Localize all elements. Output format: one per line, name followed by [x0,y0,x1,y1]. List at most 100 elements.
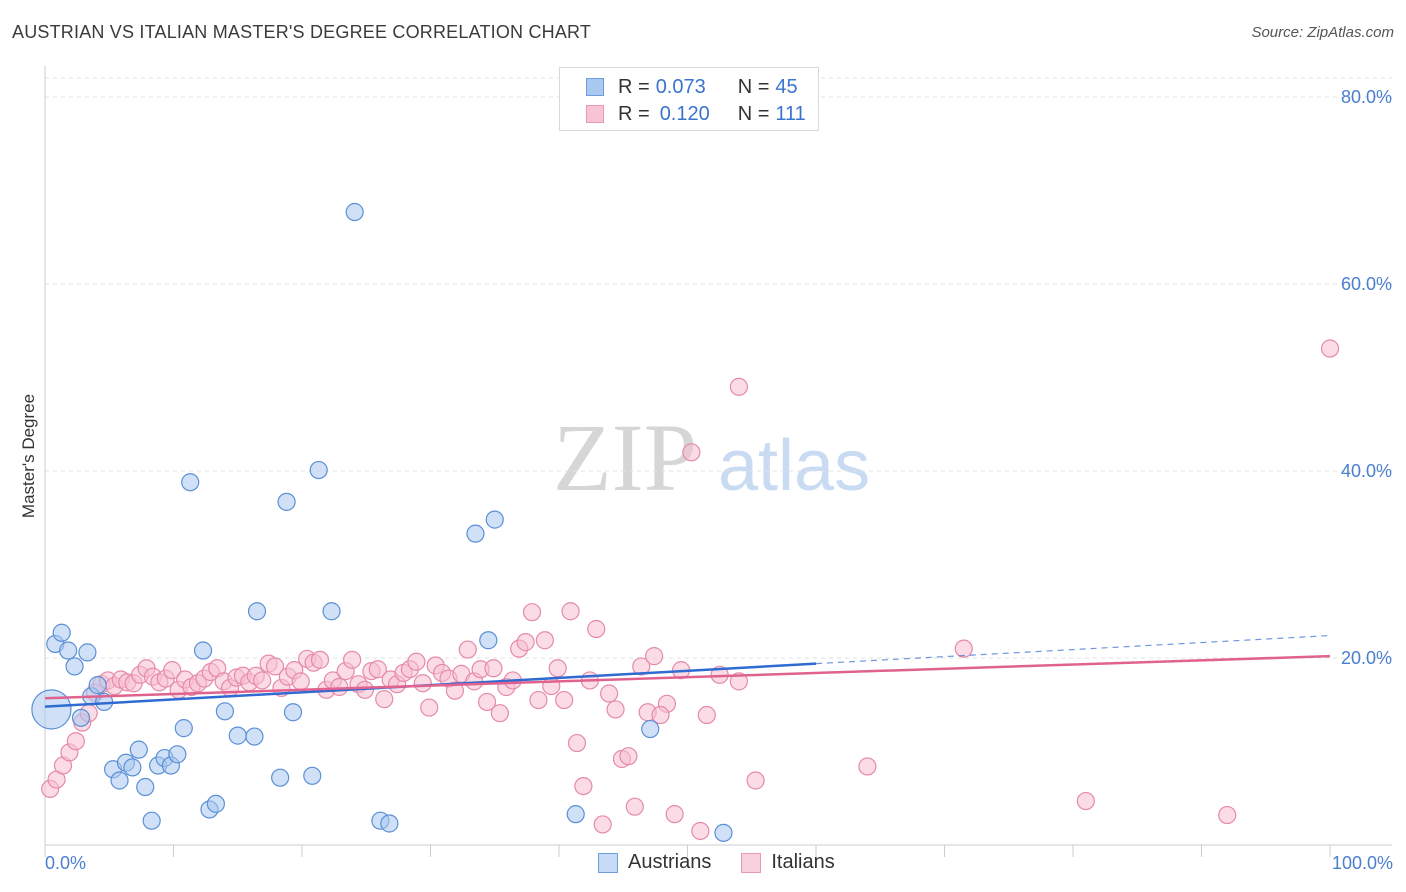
italians-point [291,672,310,691]
legend-r-value: 0.120 [659,102,710,125]
legend-swatch-austrians [586,78,604,96]
austrians-point [31,689,72,730]
italians-point [746,771,765,790]
italians-point [368,660,387,679]
austrians-point [181,473,200,492]
italians-point [265,657,285,676]
italians-point [490,704,509,723]
bottom-legend-swatch-austrians [598,852,618,873]
watermark-zip: ZIP [553,404,697,511]
legend-n-value: 111 [775,102,806,125]
italians-point [574,776,593,796]
austrians-point [168,745,187,764]
austrians-point [52,623,71,642]
bottom-legend-label-italians: Italians [771,851,835,873]
legend-n-value: 45 [775,75,798,98]
italians-point [691,821,710,841]
italians-point [413,674,432,693]
chart-title: AUSTRIAN VS ITALIAN MASTER'S DEGREE CORR… [12,22,592,42]
bottom-legend-austrians: Austrians [598,851,711,874]
bottom-legend-label-austrians: Austrians [628,851,712,873]
austrians-point [123,758,142,777]
trend-lines [44,634,1331,708]
x-tick-label: 100.0% [1332,853,1393,873]
y-tick-label: 20.0% [1341,648,1392,668]
italians-point [542,676,561,696]
austrians-point [271,768,290,787]
italians-point [343,650,362,669]
italians-point [555,690,574,710]
source-label: Source: ZipAtlas.com [1251,24,1394,41]
austrians-point [142,811,161,830]
italians-point [1218,805,1237,825]
austrians-point [206,794,226,813]
legend-swatch-italians [586,105,604,123]
legend-r-value: 0.073 [655,75,706,98]
italians-trend-line [44,654,1331,700]
y-tick-label: 80.0% [1341,87,1392,107]
italians-point [330,677,349,697]
austrians-point [485,510,504,529]
austrians-point [245,727,264,746]
legend-n-label: N = [737,102,770,125]
austrians-point [174,719,193,738]
austrians-point [309,460,328,480]
italians-point [567,733,587,753]
legend: R = 0.073 N = 45 R = 0.120 N = 111 [559,67,819,131]
italians-point [632,657,651,676]
austrians-point [566,805,585,824]
austrians-point [641,719,660,739]
austrians-point [215,702,234,721]
legend-r-label: R = [618,75,650,98]
austrians-point [193,641,213,660]
austrians-point [247,602,267,621]
y-axis-title: Master's Degree [19,394,38,518]
italians-point [445,681,465,700]
italians-point [310,650,330,669]
austrians-point [479,631,498,650]
italians-point [697,705,716,725]
austrians-point [110,771,129,790]
italians-point [516,633,535,652]
italians-point [665,805,684,824]
austrians-point [714,823,733,842]
italians-point [535,631,554,650]
austrians-point [88,676,107,695]
italians-point [587,619,606,639]
tick-labels: 20.0% 40.0% 60.0% 80.0% 0.0% 100.0% [45,87,1393,873]
italians-point [729,377,749,396]
italians-point [407,652,426,671]
italians-point [644,647,664,666]
austrians-point [303,766,322,785]
italians-point [651,705,670,725]
austrians-point [136,777,155,797]
legend-n-label: N = [737,75,770,98]
legend-r-label: R = [618,102,650,125]
italians-point [548,659,567,678]
italians-point [561,602,580,621]
italians-point [593,815,612,834]
italians-point [66,732,85,751]
italians-point [477,692,497,712]
y-tick-label: 40.0% [1341,461,1392,481]
italians-point [522,603,542,622]
italians-point [619,747,638,766]
austrians-trend-extension [815,634,1331,665]
austrians-point [71,708,91,727]
italians-point [529,690,548,710]
italians-point [606,700,625,719]
italians-point [458,640,477,659]
italians-point [375,690,394,709]
austrians-point [59,641,78,660]
italians-point [1320,339,1340,358]
bottom-legend-italians: Italians [741,851,835,874]
austrians-point [380,814,399,833]
austrians-point [277,492,296,511]
y-tick-label: 60.0% [1341,274,1392,294]
grid-lines [45,77,1392,659]
austrians-point [283,703,303,722]
austrians-point [466,524,485,543]
austrians-point [78,643,97,662]
legend-row-austrians: R = 0.073 N = 45 [586,75,798,99]
italians-point [420,698,439,717]
